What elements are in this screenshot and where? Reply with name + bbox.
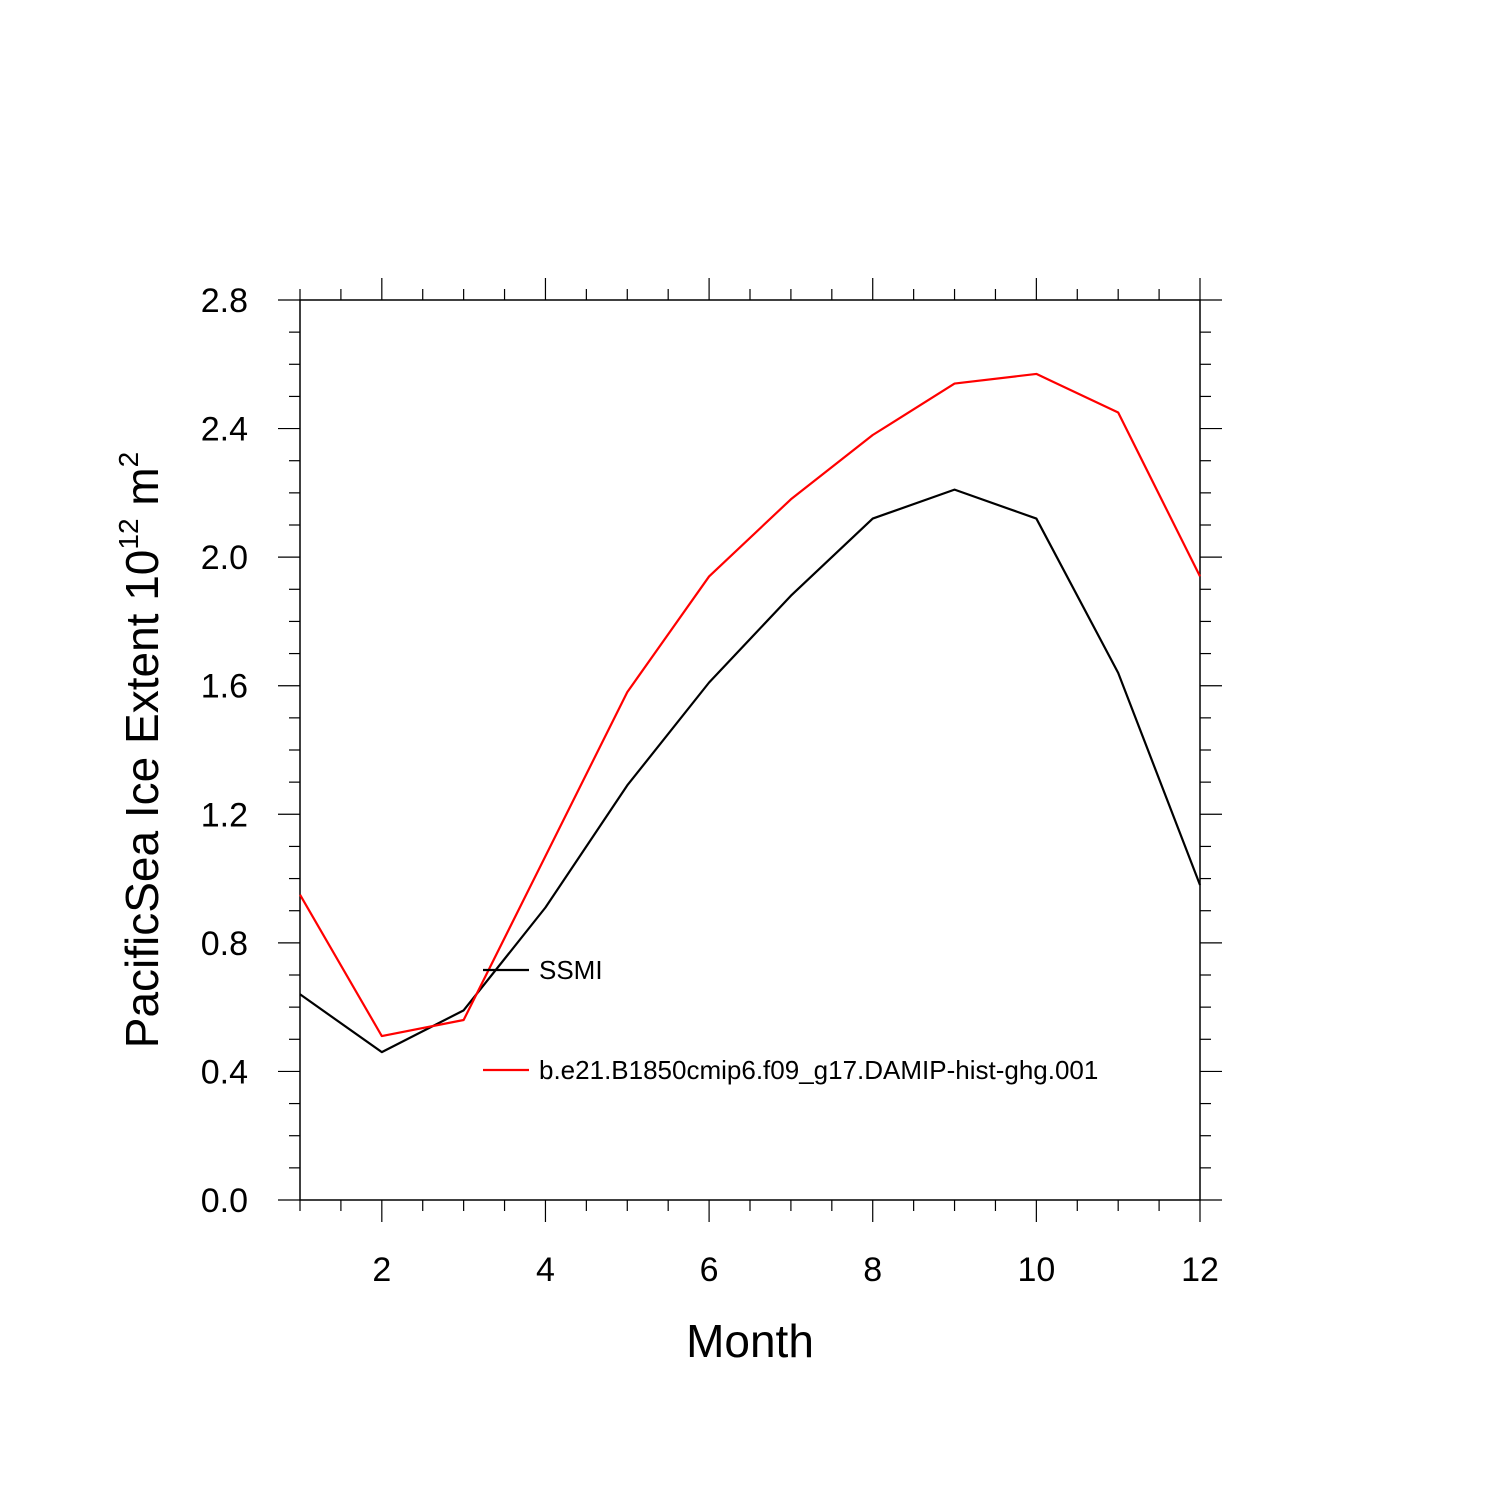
y-axis-title-prefix: PacificSea Ice Extent 10 <box>116 550 168 1049</box>
x-axis-title: Month <box>686 1315 814 1367</box>
y-axis-title-exponent-1: 12 <box>113 518 144 549</box>
legend-label-2: b.e21.B1850cmip6.f09_g17.DAMIP-hist-ghg.… <box>539 1055 1098 1085</box>
x-tick-label: 2 <box>372 1251 391 1289</box>
series-line-2 <box>299 372 1201 1038</box>
x-tick-label: 12 <box>1181 1251 1219 1289</box>
x-tick-label: 4 <box>536 1251 555 1289</box>
axis-ticks <box>278 278 1222 1222</box>
y-tick-label: 2.4 <box>201 411 248 449</box>
y-tick-label: 0.8 <box>201 925 248 963</box>
y-tick-label: 1.2 <box>201 796 248 834</box>
x-tick-label: 10 <box>1017 1251 1055 1289</box>
legend: SSMI b.e21.B1850cmip6.f09_g17.DAMIP-hist-… <box>483 955 1098 1085</box>
y-axis-title-unit: m <box>116 467 168 518</box>
y-tick-label: 1.6 <box>201 668 248 706</box>
axis-tick-labels: 2 4 6 8 10 12 0.0 0.4 0.8 1.2 1.6 2.0 2.4 2.8 <box>201 282 1219 1289</box>
series-line-1 <box>299 488 1202 1054</box>
series-lines <box>299 372 1202 1054</box>
y-tick-label: 0.4 <box>201 1053 248 1091</box>
legend-label-1: SSMI <box>539 955 603 985</box>
x-tick-label: 6 <box>700 1251 719 1289</box>
y-axis-title: PacificSea Ice Extent 1012 m2 <box>113 452 168 1048</box>
y-tick-label: 2.8 <box>201 282 248 320</box>
y-tick-label: 0.0 <box>201 1182 248 1220</box>
x-tick-label: 8 <box>863 1251 882 1289</box>
y-tick-label: 2.0 <box>201 539 248 577</box>
y-axis-title-exponent-2: 2 <box>113 452 144 468</box>
